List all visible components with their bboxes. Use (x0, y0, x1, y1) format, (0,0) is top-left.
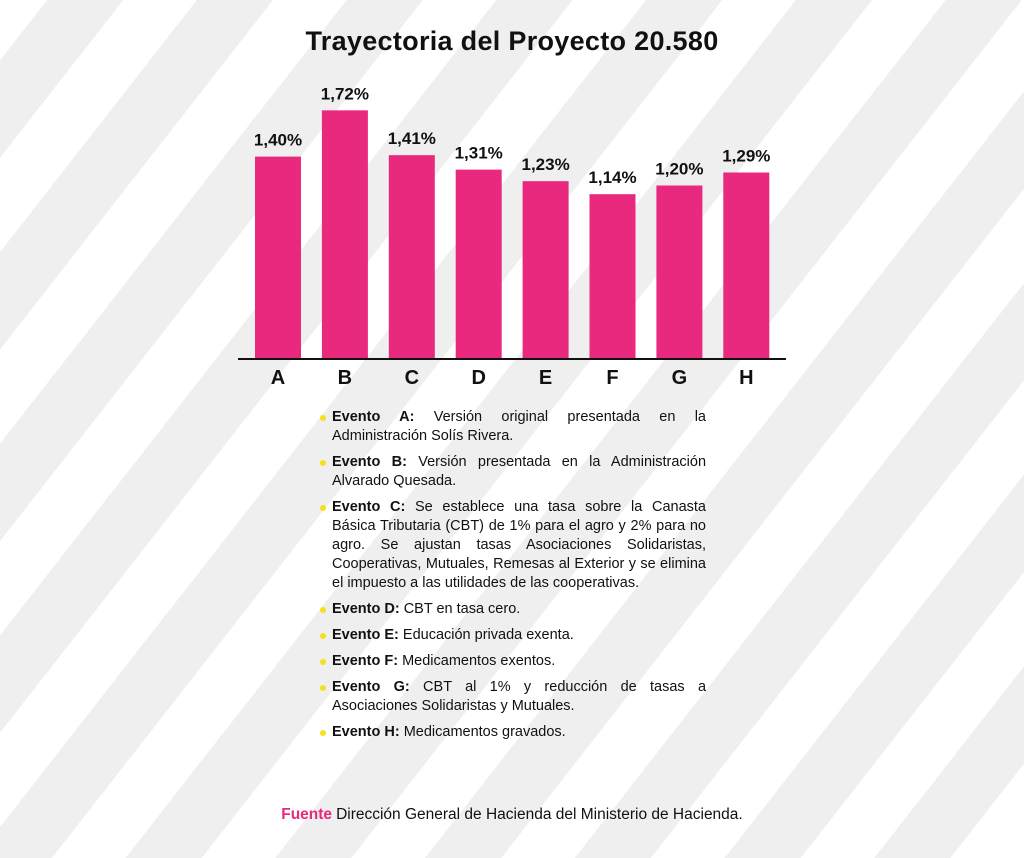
value-label: 1,40% (254, 131, 302, 150)
value-label: 1,14% (588, 168, 636, 187)
bar-a (255, 156, 301, 359)
bar-b (321, 110, 368, 359)
event-label: Evento G: (332, 679, 410, 695)
bullet-dot (320, 659, 326, 665)
event-text: Medicamentos exentos. (402, 653, 556, 669)
category-label: E (539, 367, 552, 389)
event-label: Evento H: (332, 724, 400, 740)
value-label: 1,23% (521, 155, 569, 174)
bar-d (455, 169, 502, 359)
bullet-dot (320, 607, 326, 613)
event-label: Evento C: (332, 499, 406, 515)
chart-title: Trayectoria del Proyecto 20.580 (305, 26, 719, 56)
event-label: Evento B: (332, 454, 407, 470)
value-label: 1,31% (455, 144, 503, 163)
event-item: Evento H: Medicamentos gravados. (318, 723, 706, 742)
category-label: G (672, 367, 688, 389)
event-item: Evento A: Versión original presentada en… (318, 408, 706, 446)
event-list: Evento A: Versión original presentada en… (318, 408, 706, 749)
event-text: Medicamentos gravados. (403, 724, 566, 740)
event-label: Evento A: (332, 409, 415, 425)
category-label: C (405, 367, 419, 389)
bullet-dot (320, 415, 326, 421)
bar-e (522, 181, 569, 359)
bar-c (388, 155, 435, 359)
event-text: CBT en tasa cero. (403, 601, 521, 617)
event-item: Evento E: Educación privada exenta. (318, 626, 706, 645)
category-label: A (271, 367, 285, 389)
bar-chart: 1,40% A 1,72% B 1,41% C 1,31% D 1,23% E 1,14% F 1,20… (238, 84, 786, 389)
category-label: D (471, 367, 485, 389)
event-item: Evento C: Se establece una tasa sobre la… (318, 498, 706, 593)
value-label: 1,20% (655, 160, 703, 179)
event-text: Se establece una tasa sobre la Canasta B… (332, 499, 706, 591)
event-item: Evento F: Medicamentos exentos. (318, 652, 706, 671)
bullet-dot (320, 505, 326, 511)
source-text: Dirección General de Hacienda del Minist… (336, 806, 743, 823)
category-label: B (338, 367, 352, 389)
event-item: Evento D: CBT en tasa cero. (318, 600, 706, 619)
bullet-dot (320, 685, 326, 691)
event-item: Evento B: Versión presentada en la Admin… (318, 453, 706, 491)
event-label: Evento E: (332, 627, 399, 643)
event-text: Versión presentada en la Administración … (332, 454, 707, 489)
bullet-dot (320, 633, 326, 639)
value-label: 1,29% (722, 147, 770, 166)
category-label: F (606, 367, 618, 389)
source-label: Fuente (281, 806, 333, 823)
value-label: 1,41% (388, 129, 436, 148)
value-label: 1,72% (321, 84, 369, 103)
bullet-dot (320, 460, 326, 466)
bullet-dot (320, 730, 326, 736)
bar-f (589, 194, 636, 359)
category-label: H (739, 367, 753, 389)
bar-h (723, 172, 770, 359)
event-text: Educación privada exenta. (402, 627, 574, 643)
event-item: Evento G: CBT al 1% y reducción de tasas… (318, 678, 706, 716)
event-label: Evento F: (332, 653, 399, 669)
source-note: Fuente Dirección General de Hacienda del … (0, 806, 1024, 824)
bar-g (656, 185, 703, 359)
event-label: Evento D: (332, 601, 400, 617)
event-text: CBT al 1% y reducción de tasas a Asociac… (332, 679, 707, 714)
event-text: Versión original presentada en la Admini… (332, 409, 707, 444)
